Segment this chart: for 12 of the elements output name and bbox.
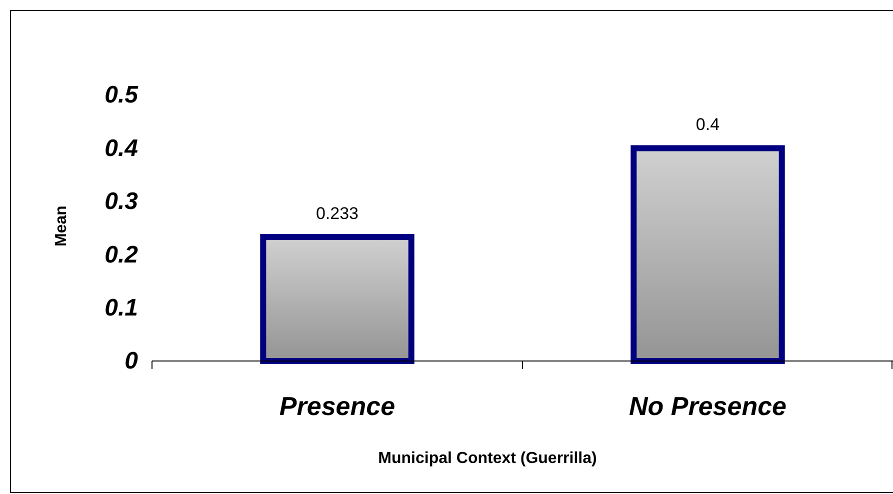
x-axis-title: Municipal Context (Guerrilla) [378, 450, 597, 467]
y-tick-label: 0.1 [104, 294, 138, 322]
y-axis-title: Mean [53, 206, 70, 246]
data-label: 0.4 [696, 115, 720, 134]
y-tick-label: 0.3 [104, 188, 139, 216]
y-tick-label: 0.4 [104, 134, 138, 162]
data-label: 0.233 [316, 204, 359, 224]
x-tick-label: Presence [279, 391, 396, 421]
x-tick-label: No Presence [628, 391, 787, 421]
y-tick-label: 0.2 [104, 241, 139, 268]
y-tick-label: 0.5 [104, 82, 139, 109]
y-tick-label: 0 [124, 348, 139, 375]
